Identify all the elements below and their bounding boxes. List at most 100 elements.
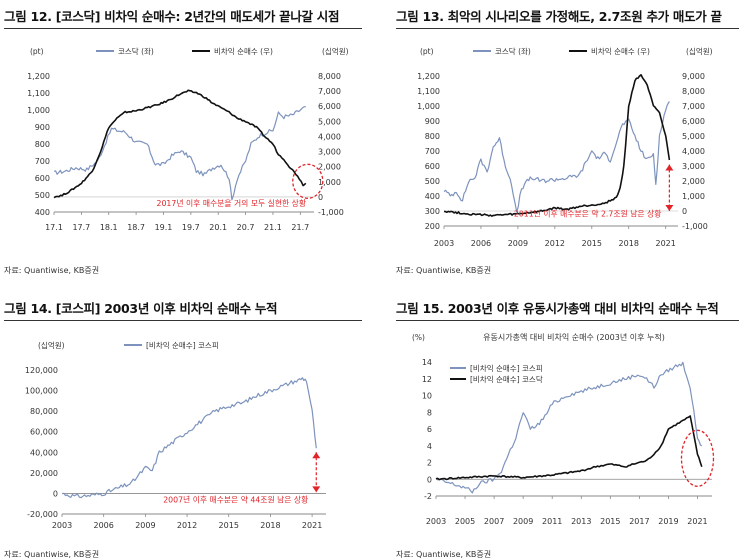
x-tick-label: 18.7 — [127, 223, 145, 232]
annotation-arrow-head-up — [665, 164, 674, 171]
y2-tick-label: 8,000 — [318, 72, 341, 81]
y-tick-label: 400 — [425, 192, 440, 201]
x-tick-label: 2015 — [219, 521, 239, 530]
y2-tick-label: 3,000 — [682, 162, 705, 171]
y-tick-label: 10 — [422, 392, 432, 401]
y-tick-label: 400 — [35, 208, 50, 217]
y2-tick-label: -1,000 — [682, 222, 708, 231]
y2-tick-label: 1,000 — [682, 192, 705, 201]
right-axis-unit: (십억원) — [322, 47, 349, 56]
x-tick-label: 17.7 — [72, 223, 90, 232]
panel-fig12: 그림 12. [코스닥] 비차익 순매수: 2년간의 매도세가 끝나갈 시점 (… — [4, 6, 364, 280]
annotation-arrow-head-up — [312, 452, 321, 459]
x-tick-label: 2005 — [455, 517, 475, 526]
y-tick-label: 1,000 — [27, 106, 50, 115]
y2-tick-label: 2,000 — [682, 177, 705, 186]
x-tick-label: 2021 — [687, 517, 707, 526]
y-tick-label: 600 — [425, 162, 440, 171]
chart-subtitle: 유동시가총액 대비 비차익 순매수 (2003년 이후 누적) — [483, 332, 665, 342]
y2-tick-label: 5,000 — [318, 117, 341, 126]
x-tick-label: 21.1 — [264, 223, 282, 232]
x-tick-label: 2007 — [484, 517, 504, 526]
y-tick-label: 60,000 — [30, 428, 58, 437]
legend-label: 코스닥 (좌) — [495, 46, 531, 56]
x-tick-label: 2021 — [656, 239, 676, 248]
y2-tick-label: 0 — [318, 193, 323, 202]
x-tick-label: 2003 — [434, 239, 454, 248]
y-tick-label: 20,000 — [30, 469, 58, 478]
y-tick-label: 200 — [425, 222, 440, 231]
legend-label: [비차익 순매수] 코스피 — [470, 363, 543, 373]
y-tick-label: 6 — [427, 425, 432, 434]
source-note: 자료: Quantiwise, KB증권 — [4, 550, 100, 559]
y-tick-label: 80,000 — [30, 407, 58, 416]
x-tick-label: 2018 — [619, 239, 639, 248]
x-tick-label: 19.1 — [155, 223, 173, 232]
chart-fig12: (pt) (십억원) 코스닥 (좌) 비차익 순매수 (우) 1,200 1,100 1,0… — [27, 46, 349, 232]
x-tick-label: 2012 — [545, 239, 565, 248]
x-tick-label: 2021 — [302, 521, 322, 530]
series-line — [53, 106, 306, 201]
x-tick-label: 2003 — [426, 517, 446, 526]
y2-tick-label: 1,000 — [318, 178, 341, 187]
x-tick-label: 2011 — [542, 517, 562, 526]
x-tick-label: 19.7 — [182, 223, 200, 232]
x-tick-label: 2009 — [508, 239, 528, 248]
x-tick-label: 17.1 — [45, 223, 63, 232]
source-note: 자료: Quantiwise, KB증권 — [4, 266, 100, 275]
legend-label: [비차익 순매수] 코스닥 — [470, 374, 543, 384]
y2-tick-label: 7,000 — [682, 102, 705, 111]
x-tick-label: 2019 — [658, 517, 678, 526]
x-tick-label: 21.7 — [291, 223, 309, 232]
y-tick-label: 40,000 — [30, 448, 58, 457]
left-axis-unit: (pt) — [420, 47, 434, 56]
y-tick-label: 8 — [427, 408, 432, 417]
series-line — [435, 361, 703, 494]
x-tick-label: 2009 — [513, 517, 533, 526]
y-tick-label: 700 — [425, 147, 440, 156]
y-tick-label: 300 — [425, 207, 440, 216]
x-tick-label: 2015 — [582, 239, 602, 248]
legend-label: 코스닥 (좌) — [118, 46, 154, 56]
x-tick-label: 18.1 — [100, 223, 118, 232]
left-axis-unit: (pt) — [30, 47, 44, 56]
y2-tick-label: 3,000 — [318, 148, 341, 157]
x-tick-label: 2013 — [571, 517, 591, 526]
y2-tick-label: 7,000 — [318, 87, 341, 96]
y2-tick-label: 4,000 — [682, 147, 705, 156]
y-tick-label: 120,000 — [25, 366, 58, 375]
annotation-arrow-head-down — [665, 205, 674, 211]
series-line — [443, 73, 671, 217]
series-line — [435, 415, 703, 481]
annotation-circle — [292, 163, 324, 199]
title-rule — [4, 320, 362, 321]
y-tick-label: 600 — [35, 174, 50, 183]
left-axis-unit: (십억원) — [38, 341, 65, 350]
x-tick-label: 2003 — [52, 521, 72, 530]
panel-title: 그림 14. [코스피] 2003년 이후 비차익 순매수 누적 — [4, 301, 278, 316]
legend-label: [비차익 순매수] 코스피 — [146, 340, 219, 350]
x-tick-label: 2015 — [600, 517, 620, 526]
y-tick-label: 1,200 — [27, 72, 50, 81]
y-tick-label: -2 — [424, 492, 432, 501]
panel-fig14: 그림 14. [코스피] 2003년 이후 비차익 순매수 누적 (십억원) [비… — [4, 298, 364, 559]
y-tick-label: 900 — [425, 117, 440, 126]
y-tick-label: 700 — [35, 157, 50, 166]
y-tick-label: -20,000 — [27, 510, 58, 519]
x-tick-label: 2018 — [260, 521, 280, 530]
legend-label: 비차익 순매수 (우) — [214, 46, 273, 56]
annotation-arrow-head-down — [312, 486, 321, 493]
x-tick-label: 2017 — [629, 517, 649, 526]
y-tick-label: 1,100 — [27, 89, 50, 98]
panel-title: 그림 12. [코스닥] 비차익 순매수: 2년간의 매도세가 끝나갈 시점 — [4, 9, 340, 24]
annotation-text: 2011년 이후 매수분은 약 2.7조원 남은 상황 — [514, 208, 662, 218]
source-note: 자료: Quantiwise, KB증권 — [396, 266, 492, 275]
panel-title: 그림 13. 최악의 시나리오를 가정해도, 2.7조원 추가 매도가 끝 — [396, 9, 722, 24]
y-tick-label: 12 — [422, 375, 432, 384]
y-tick-label: 2 — [427, 459, 432, 468]
y-tick-label: 1,100 — [417, 87, 440, 96]
y2-tick-label: 6,000 — [682, 117, 705, 126]
chart-fig13: (pt) (십억원) 코스닥 (좌) 비차익 순매수 (우) 1,200 1,100 1,0… — [417, 46, 713, 248]
x-tick-label: 2012 — [177, 521, 197, 530]
annotation-circle — [680, 429, 715, 487]
